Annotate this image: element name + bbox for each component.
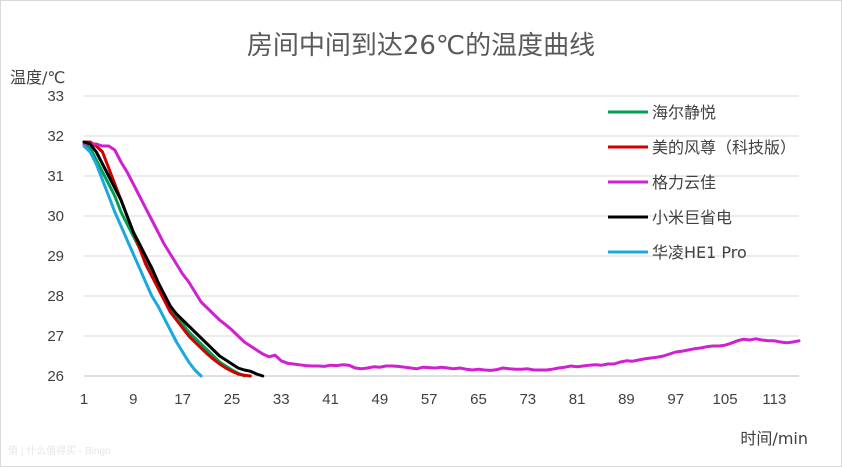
x-tick-label: 49 bbox=[372, 391, 389, 408]
x-tick-label: 9 bbox=[129, 391, 137, 408]
y-tick-label: 29 bbox=[47, 248, 64, 265]
x-axis-label: 时间/min bbox=[740, 429, 808, 448]
x-tick-label: 1 bbox=[80, 391, 88, 408]
chart-title: 房间中间到达26℃的温度曲线 bbox=[247, 31, 595, 61]
legend-label: 格力云佳 bbox=[652, 173, 716, 192]
y-tick-label: 33 bbox=[47, 88, 64, 105]
legend-label: 美的风尊（科技版） bbox=[652, 138, 796, 157]
x-tick-label: 73 bbox=[519, 391, 536, 408]
y-tick-labels: 26 27 28 29 30 31 32 33 bbox=[47, 88, 64, 385]
x-tick-label: 105 bbox=[713, 391, 738, 408]
series-line bbox=[82, 140, 252, 378]
x-tick-labels: 1 9 17 25 33 41 49 57 65 73 81 89 97 105 113 bbox=[80, 391, 786, 408]
series-line bbox=[82, 142, 246, 378]
legend-label: 小米巨省电 bbox=[652, 208, 732, 227]
y-axis-label: 温度/℃ bbox=[10, 68, 65, 87]
x-tick-label: 97 bbox=[667, 391, 684, 408]
x-tick-label: 25 bbox=[224, 391, 241, 408]
legend-label: 华凌HE1 Pro bbox=[652, 243, 747, 262]
y-tick-label: 27 bbox=[47, 328, 64, 345]
x-tick-label: 17 bbox=[174, 391, 191, 408]
y-tick-label: 28 bbox=[47, 288, 64, 305]
gridlines bbox=[84, 95, 799, 377]
y-tick-label: 30 bbox=[47, 208, 64, 225]
y-tick-label: 31 bbox=[47, 168, 64, 185]
y-tick-label: 32 bbox=[47, 128, 64, 145]
x-tick-label: 41 bbox=[322, 391, 339, 408]
x-tick-label: 81 bbox=[569, 391, 586, 408]
x-tick-label: 33 bbox=[273, 391, 290, 408]
x-tick-label: 89 bbox=[618, 391, 635, 408]
watermark: 值 | 什么值得买 - Bingo bbox=[8, 446, 111, 457]
series-line bbox=[82, 144, 203, 378]
x-tick-label: 65 bbox=[470, 391, 487, 408]
series-lines bbox=[82, 140, 801, 378]
series-line bbox=[82, 140, 265, 378]
series-line bbox=[82, 142, 801, 372]
x-tick-label: 113 bbox=[762, 391, 786, 408]
legend-label: 海尔静悦 bbox=[652, 103, 716, 122]
y-tick-label: 26 bbox=[47, 368, 64, 385]
x-tick-label: 57 bbox=[421, 391, 438, 408]
